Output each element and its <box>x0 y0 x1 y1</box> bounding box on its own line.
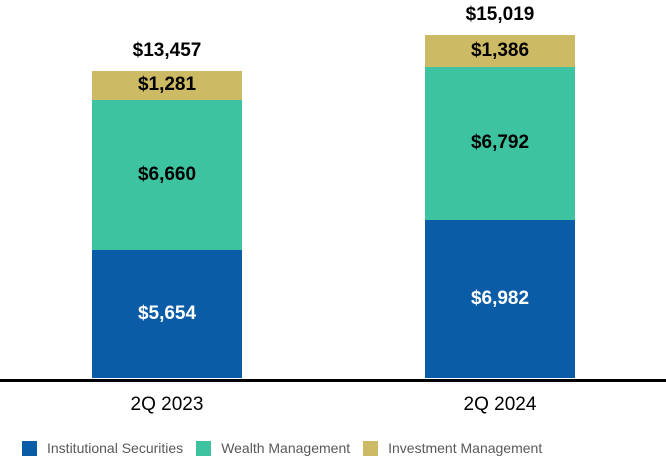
x-axis-label-2q-2024: 2Q 2024 <box>463 394 537 415</box>
bar-segment-investment-management: $1,386 <box>425 35 575 67</box>
segment-value-label: $1,281 <box>137 74 197 96</box>
legend-label-investment-management: Investment Management <box>388 440 543 456</box>
bar-column-2q-2024: $15,019 $1,386 $6,792 $6,982 <box>425 4 575 378</box>
x-axis-line <box>0 379 666 382</box>
bar-segment-investment-management: $1,281 <box>92 70 242 100</box>
segment-value-label: $6,982 <box>470 288 530 310</box>
bar-segment-institutional-securities: $6,982 <box>425 220 575 378</box>
legend: Institutional Securities Wealth Manageme… <box>22 440 542 456</box>
segment-value-label: $5,654 <box>137 303 197 325</box>
legend-swatch-institutional-securities-icon <box>22 440 37 456</box>
legend-item-investment-management: Investment Management <box>363 440 542 456</box>
bar-segment-wealth-management: $6,660 <box>92 99 242 251</box>
legend-swatch-investment-management-icon <box>363 440 379 456</box>
bar-column-2q-2023: $13,457 $1,281 $6,660 $5,654 <box>92 40 242 378</box>
legend-label-wealth-management: Wealth Management <box>221 440 351 456</box>
bar-segment-wealth-management: $6,792 <box>425 66 575 221</box>
segment-value-label: $6,660 <box>137 163 197 185</box>
bar-total-label-2q-2024: $15,019 <box>465 4 535 26</box>
segment-value-label: $6,792 <box>470 132 530 154</box>
legend-item-institutional-securities: Institutional Securities <box>22 440 183 456</box>
legend-label-institutional-securities: Institutional Securities <box>47 440 184 456</box>
legend-swatch-wealth-management-icon <box>196 440 212 456</box>
legend-item-wealth-management: Wealth Management <box>196 440 350 456</box>
segment-value-label: $1,386 <box>470 40 530 62</box>
x-axis-label-2q-2023: 2Q 2023 <box>130 394 204 415</box>
bar-total-label-2q-2023: $13,457 <box>132 39 202 61</box>
bar-segment-institutional-securities: $5,654 <box>92 250 242 378</box>
